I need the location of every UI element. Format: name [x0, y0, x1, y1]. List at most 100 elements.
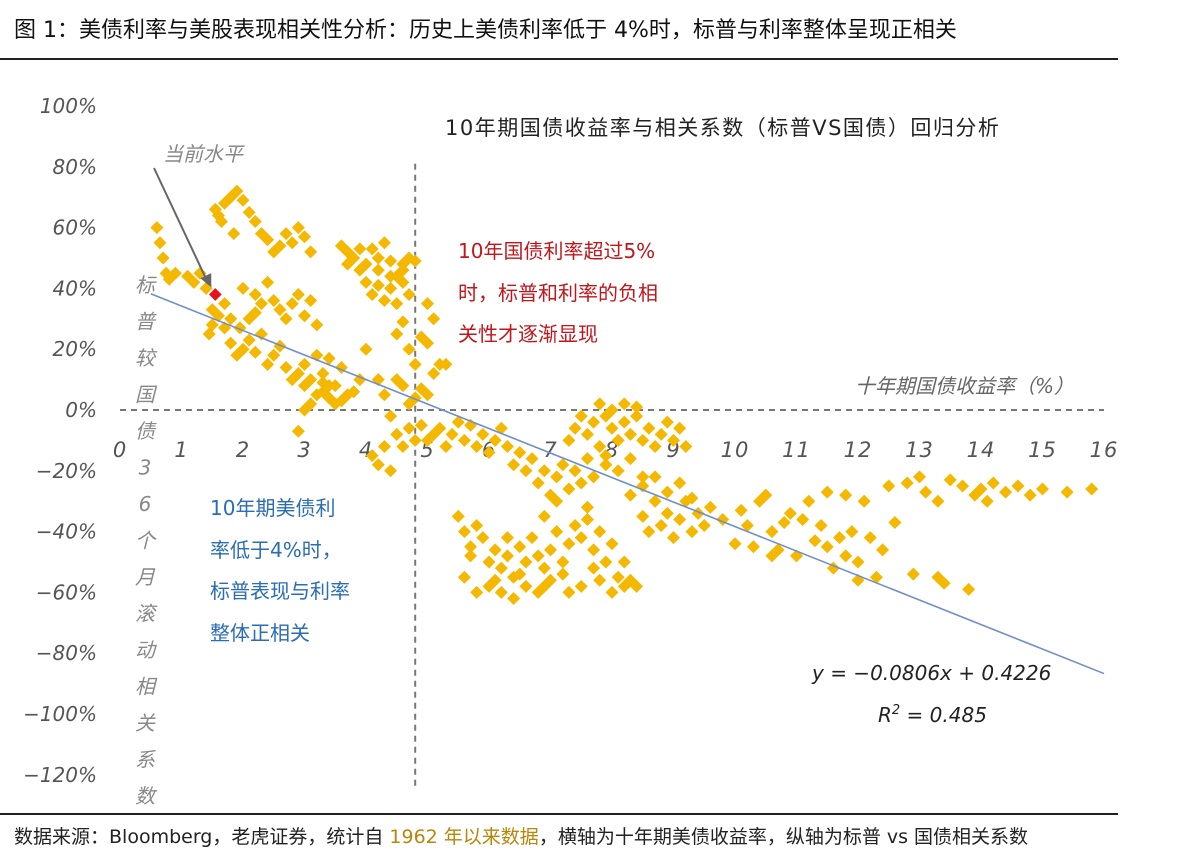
- y-tick-label: −80%: [36, 641, 97, 665]
- data-point: [550, 525, 564, 539]
- current-point: [208, 288, 222, 301]
- y-axis-label-char: 数: [135, 784, 158, 808]
- data-point: [507, 591, 521, 605]
- data-point: [1085, 482, 1099, 496]
- data-point: [556, 555, 570, 569]
- data-point: [562, 537, 576, 551]
- data-point: [580, 427, 594, 441]
- data-point: [150, 221, 164, 235]
- data-point: [642, 525, 656, 539]
- data-point: [322, 379, 336, 393]
- source-note: 数据来源：Bloomberg，老虎证券，统计自 1962 年以来数据，横轴为十年…: [14, 822, 1028, 849]
- data-point: [334, 239, 348, 253]
- x-tick-label: 0: [113, 438, 127, 462]
- data-point: [660, 485, 674, 499]
- data-point: [537, 579, 551, 593]
- data-point: [673, 421, 687, 435]
- x-tick-label: 2: [236, 438, 250, 462]
- data-point: [227, 227, 241, 241]
- data-point: [371, 458, 385, 472]
- data-point: [408, 357, 422, 371]
- data-point: [285, 297, 299, 311]
- data-point: [267, 348, 281, 362]
- data-point: [451, 509, 465, 523]
- data-point: [556, 567, 570, 581]
- data-point: [507, 458, 521, 472]
- data-point: [421, 336, 434, 350]
- y-axis-label-char: 相: [135, 675, 158, 699]
- data-point: [556, 458, 570, 472]
- data-point: [298, 357, 311, 371]
- red-note-line-2: 时，标普和利率的负相: [458, 281, 658, 305]
- data-point: [531, 476, 545, 490]
- data-point: [648, 470, 662, 484]
- data-point: [153, 236, 167, 250]
- data-point: [593, 525, 607, 539]
- y-tick-label: 0%: [65, 398, 97, 422]
- data-point: [605, 537, 619, 551]
- data-point: [500, 531, 514, 545]
- data-point: [630, 579, 644, 593]
- data-point: [568, 464, 582, 478]
- data-point: [599, 449, 613, 463]
- current-level-arrowhead: [200, 273, 212, 288]
- data-point: [396, 439, 410, 453]
- data-point: [291, 287, 305, 301]
- data-point: [470, 585, 484, 599]
- data-point: [261, 357, 275, 371]
- data-point: [168, 266, 182, 280]
- data-point: [1011, 479, 1025, 493]
- data-point: [783, 506, 797, 520]
- blue-note-line-3: 标普表现与利率: [210, 579, 350, 603]
- data-point: [986, 476, 1000, 490]
- data-point: [525, 452, 539, 466]
- data-point: [291, 367, 305, 381]
- data-point: [408, 433, 422, 447]
- y-tick-label: −20%: [36, 459, 97, 483]
- red-note-line-1: 10年国债利率超过5%: [458, 239, 655, 263]
- x-tick-label: 7: [543, 438, 557, 462]
- data-point: [593, 573, 607, 587]
- data-point: [802, 494, 816, 508]
- data-point: [531, 549, 545, 563]
- data-point: [248, 215, 262, 229]
- y-axis-label: 标普较国债 3 6 个月滚动相关系数: [135, 273, 158, 808]
- data-point: [759, 488, 773, 502]
- data-point: [390, 297, 404, 311]
- data-point: [882, 479, 896, 493]
- trendline: [150, 293, 1105, 675]
- data-point: [617, 397, 631, 411]
- data-point: [697, 519, 711, 533]
- data-point: [285, 236, 299, 250]
- data-point: [746, 540, 760, 554]
- data-point: [427, 367, 441, 381]
- data-point: [673, 476, 687, 490]
- data-point: [765, 549, 779, 563]
- x-axis-label: 十年期国债收益率（%）: [855, 374, 1074, 398]
- data-point: [316, 367, 330, 381]
- data-point: [617, 555, 631, 569]
- data-point: [464, 540, 478, 554]
- data-point: [796, 512, 810, 526]
- data-point: [654, 427, 668, 441]
- data-point: [667, 531, 680, 545]
- data-point: [636, 509, 650, 523]
- data-point: [630, 400, 644, 414]
- data-point: [214, 215, 228, 229]
- data-point: [304, 245, 318, 259]
- blue-note-line-4: 整体正相关: [210, 621, 310, 645]
- data-point: [494, 585, 508, 599]
- data-point: [685, 491, 699, 505]
- data-point: [494, 561, 508, 575]
- data-point: [341, 257, 355, 271]
- data-point: [568, 519, 582, 533]
- data-point: [476, 427, 490, 441]
- data-point: [470, 439, 484, 453]
- x-tick-label: 1: [174, 438, 188, 462]
- x-tick-label: 10: [721, 438, 750, 462]
- y-axis-label-char: 3: [139, 456, 152, 480]
- data-point: [291, 221, 305, 235]
- x-tick-label: 12: [844, 438, 873, 462]
- data-point: [236, 342, 250, 356]
- regression-equation: y = −0.0806x + 0.4226: [811, 661, 1051, 685]
